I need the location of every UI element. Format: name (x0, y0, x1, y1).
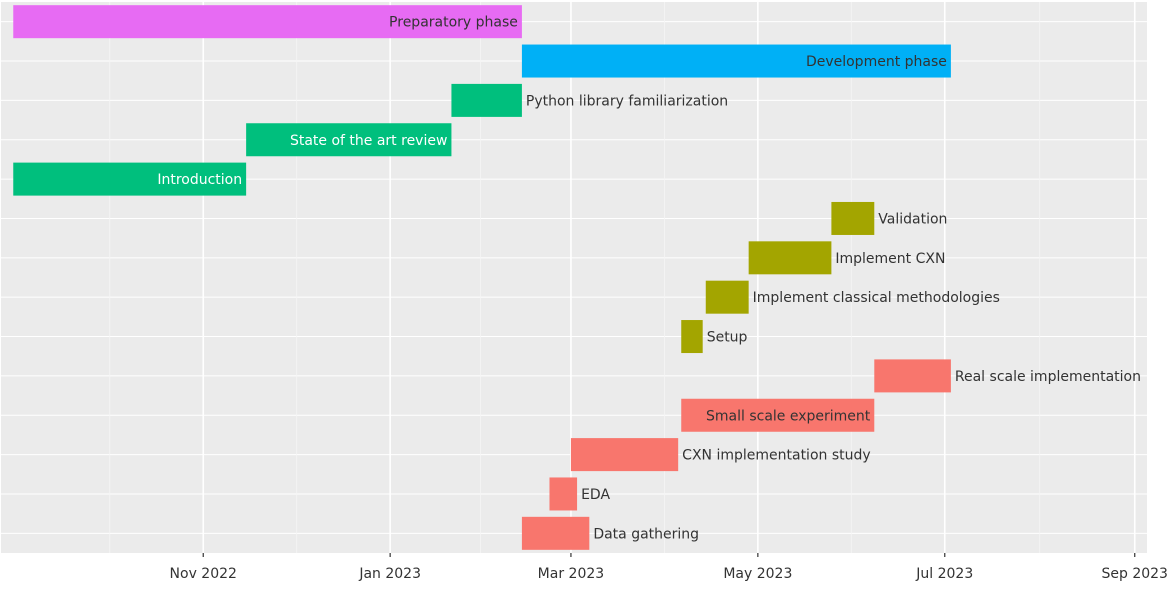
task-label: Validation (878, 211, 947, 227)
task-bar (13, 162, 247, 196)
task-bar (451, 83, 522, 117)
task-label: State of the art review (290, 133, 447, 149)
task-bar (521, 44, 951, 78)
task-label: Small scale experiment (706, 408, 871, 424)
task-label: Introduction (157, 172, 242, 188)
task-label: CXN implementation study (682, 448, 871, 464)
task-bar (831, 201, 875, 235)
x-tick-label: Nov 2022 (170, 566, 237, 582)
task-bars (13, 5, 951, 550)
task-label: Preparatory phase (389, 15, 518, 31)
task-bar (705, 280, 749, 314)
x-tick-label: Sep 2023 (1102, 566, 1168, 582)
task-bar (246, 123, 452, 157)
task-bar (549, 477, 578, 511)
x-tick-label: Mar 2023 (538, 566, 605, 582)
task-bar (570, 438, 679, 472)
x-axis: Nov 2022 Jan 2023 Mar 2023 May 2023 Jul 2023… (170, 553, 1168, 582)
task-bar (681, 398, 875, 432)
task-label: Development phase (806, 54, 947, 70)
task-bar (874, 359, 951, 393)
task-label: Setup (707, 330, 748, 346)
task-bar (681, 320, 703, 354)
task-bar (13, 5, 522, 39)
task-label: EDA (581, 487, 610, 503)
task-label: Implement classical methodologies (753, 290, 1000, 306)
task-bar (521, 516, 590, 550)
task-label: Data gathering (593, 526, 699, 542)
task-bar (748, 241, 832, 275)
x-tick-label: Jul 2023 (915, 566, 973, 582)
grid-lines (1, 2, 1147, 553)
task-label: Python library familiarization (526, 93, 728, 109)
task-label: Real scale implementation (955, 369, 1141, 385)
x-tick-label: Jan 2023 (358, 566, 421, 582)
x-tick-label: May 2023 (723, 566, 792, 582)
task-labels: Preparatory phase Development phase Python… (157, 15, 1141, 543)
task-label: Implement CXN (835, 251, 945, 267)
